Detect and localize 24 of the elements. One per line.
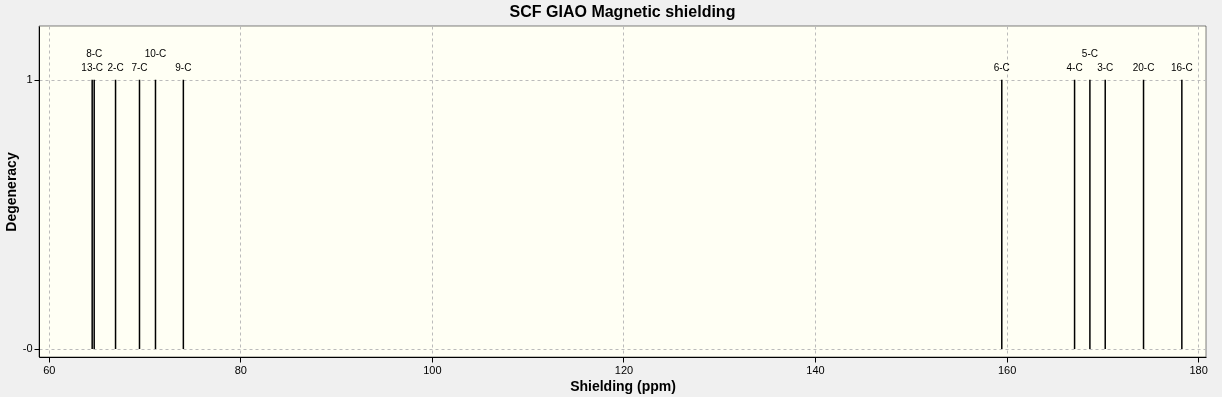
y-tick-label: 1 <box>26 73 33 86</box>
annotation: 10-C <box>144 47 167 59</box>
annotation: 7-C <box>131 61 148 73</box>
annotation: 6-C <box>993 61 1010 73</box>
x-tick-label: 120 <box>614 363 634 376</box>
y-tick-label: -0 <box>22 342 33 355</box>
x-tick-label: 160 <box>997 363 1017 376</box>
x-tick-label: 80 <box>234 363 247 376</box>
annotation: 20-C <box>1132 61 1155 73</box>
x-tick-label: 140 <box>806 363 825 376</box>
y-axis-title: Degeneracy <box>2 152 19 232</box>
x-axis-title: Shielding (ppm) <box>570 377 676 394</box>
annotation: 8-C <box>86 47 103 59</box>
annotation: 16-C <box>1171 61 1193 73</box>
annotation: 13-C <box>81 61 104 73</box>
annotation: 4-C <box>1066 61 1083 73</box>
x-tick-label: 60 <box>43 363 56 376</box>
annotation: 2-C <box>107 61 124 73</box>
x-tick-label: 100 <box>423 363 442 376</box>
annotation: 5-C <box>1081 47 1098 59</box>
annotation: 9-C <box>175 61 192 73</box>
annotation: 3-C <box>1097 61 1114 73</box>
x-tick-label: 180 <box>1189 363 1208 376</box>
chart-title: SCF GIAO Magnetic shielding <box>509 3 736 20</box>
